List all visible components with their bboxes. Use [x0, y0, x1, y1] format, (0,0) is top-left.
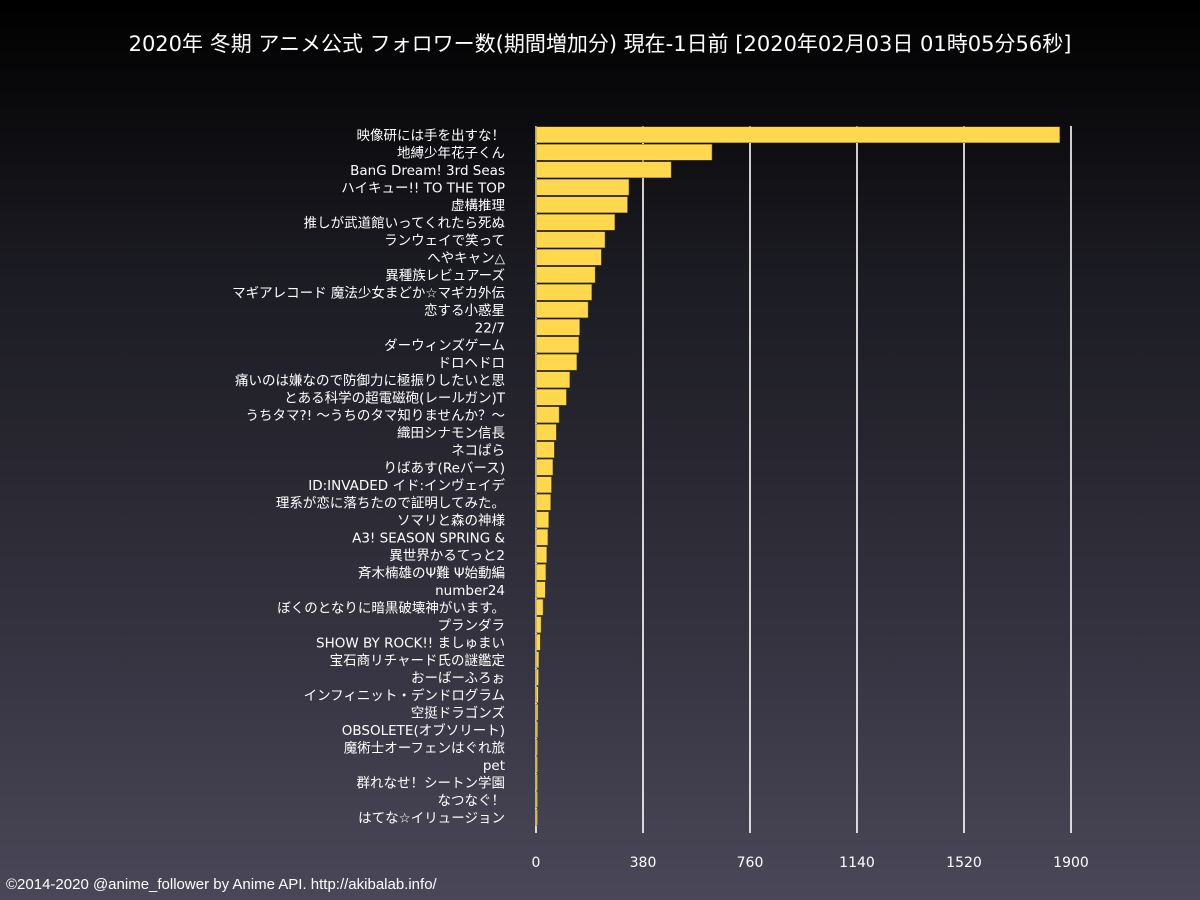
bar: [535, 791, 538, 808]
category-label: pet: [483, 758, 505, 774]
category-label: へやキャン△: [427, 250, 505, 266]
category-label: ハイキュー!! TO THE TOP: [341, 180, 505, 196]
bar: [535, 774, 538, 791]
bar: [535, 354, 578, 371]
category-label: BanG Dream! 3rd Seas: [350, 163, 505, 179]
x-axis-ticks: 0 380 760 1140 1520 1900: [532, 855, 1089, 871]
category-labels: 映像研には手を出すな！地縛少年花子くん BanG Dream! 3rd Seasハ…: [232, 128, 506, 827]
bar: [535, 581, 546, 598]
category-label: 22/7: [475, 320, 505, 336]
bar: [535, 634, 541, 651]
category-label: プランダラ: [438, 618, 506, 634]
bar: [535, 756, 538, 773]
bar: [535, 249, 602, 266]
x-tick-label: 0: [532, 855, 541, 871]
bar: [535, 406, 560, 423]
category-label: マギアレコード 魔法少女まどか☆マギカ外伝: [232, 284, 505, 301]
category-label: はてな☆イリュージョン: [358, 810, 505, 826]
bar: [535, 511, 549, 528]
bar: [535, 529, 549, 546]
bar: [535, 441, 555, 458]
category-label: 推しが武道館いってくれたら死ぬ: [304, 215, 506, 231]
bar: [535, 214, 616, 231]
bar: [535, 389, 567, 406]
category-label: 理系が恋に落ちたので証明してみた。: [276, 494, 505, 511]
category-label: りばあす(Reバース): [384, 460, 505, 476]
x-tick-label: 1140: [839, 855, 875, 871]
category-label: 異種族レビュアーズ: [385, 268, 505, 284]
bar: [535, 196, 628, 213]
bar: [535, 319, 580, 336]
x-tick-label: 380: [630, 855, 657, 871]
bar: [535, 494, 551, 511]
category-label: 地縛少年花子くん: [397, 144, 505, 161]
category-label: ランウェイで笑って: [384, 233, 505, 249]
category-label: 空挺ドラゴンズ: [411, 704, 505, 721]
category-label: インフィニット・デンドログラム: [304, 687, 505, 704]
category-label: ぼくのとなりに暗黒破壊神がいます。: [277, 600, 505, 616]
category-label: number24: [435, 583, 505, 599]
bar: [535, 651, 540, 668]
bar: [535, 126, 1060, 143]
x-tick-label: 1520: [946, 855, 982, 871]
category-label: 斉木楠雄のΨ難 Ψ始動編: [358, 565, 505, 581]
category-label: OBSOLETE(オブソリート): [342, 722, 505, 739]
bars: [535, 126, 1060, 826]
bar: [535, 686, 539, 703]
category-label: とある科学の超電磁砲(レールガン)T: [284, 390, 506, 406]
bar: [535, 459, 554, 476]
category-label: 宝石商リチャード氏の謎鑑定: [330, 652, 505, 669]
category-label: 痛いのは嫌なので防御力に極振りしたいと思: [235, 372, 505, 389]
bar: [535, 476, 552, 493]
category-label: 映像研には手を出すな！: [357, 128, 506, 144]
bar: [535, 424, 557, 441]
category-label: 織田シナモン信長: [397, 425, 505, 441]
bar: [535, 704, 539, 721]
gridlines: [535, 126, 1072, 833]
bar: [535, 336, 580, 353]
bar: [535, 546, 547, 563]
category-label: ネコぱら: [451, 443, 505, 459]
bar: [535, 739, 538, 756]
footer-credit: ©2014-2020 @anime_follower by Anime API.…: [6, 876, 437, 893]
category-label: ダーウィンズゲーム: [384, 338, 505, 354]
bar: [535, 599, 544, 616]
bar: [535, 301, 589, 318]
category-label: ドロヘドロ: [438, 355, 506, 371]
category-label: A3! SEASON SPRING &: [352, 530, 505, 546]
bar: [535, 231, 606, 248]
bar: [535, 616, 542, 633]
chart-title: 2020年 冬期 アニメ公式 フォロワー数(期間増加分) 現在-1日前 [202…: [128, 32, 1072, 56]
category-label: なつなぐ！: [438, 793, 506, 809]
category-label: 虚構推理: [451, 198, 505, 214]
bar: [535, 284, 593, 301]
x-tick-label: 1900: [1053, 855, 1089, 871]
bar: [535, 161, 672, 178]
bar: [535, 371, 571, 388]
category-label: SHOW BY ROCK!! ましゅまい: [316, 635, 505, 651]
category-label: 魔術士オーフェンはぐれ旅: [344, 740, 505, 756]
bar: [535, 266, 596, 283]
category-label: おーばーふろぉ: [411, 670, 505, 686]
bar: [535, 809, 538, 826]
category-label: ソマリと森の神様: [397, 513, 505, 529]
category-label: うちタマ?! ～うちのタマ知りませんか？～: [246, 407, 505, 424]
bar: [535, 669, 539, 686]
bar: [535, 721, 538, 738]
bar: [535, 564, 547, 581]
x-tick-label: 760: [737, 855, 764, 871]
bar: [535, 144, 713, 161]
category-label: 恋する小惑星: [424, 302, 505, 319]
bar: [535, 179, 630, 196]
category-label: 群れなせ！シートン学園: [357, 775, 506, 791]
category-label: ID:INVADED イド:インヴェイデ: [308, 477, 505, 494]
category-label: 異世界かるてっと2: [389, 548, 505, 564]
